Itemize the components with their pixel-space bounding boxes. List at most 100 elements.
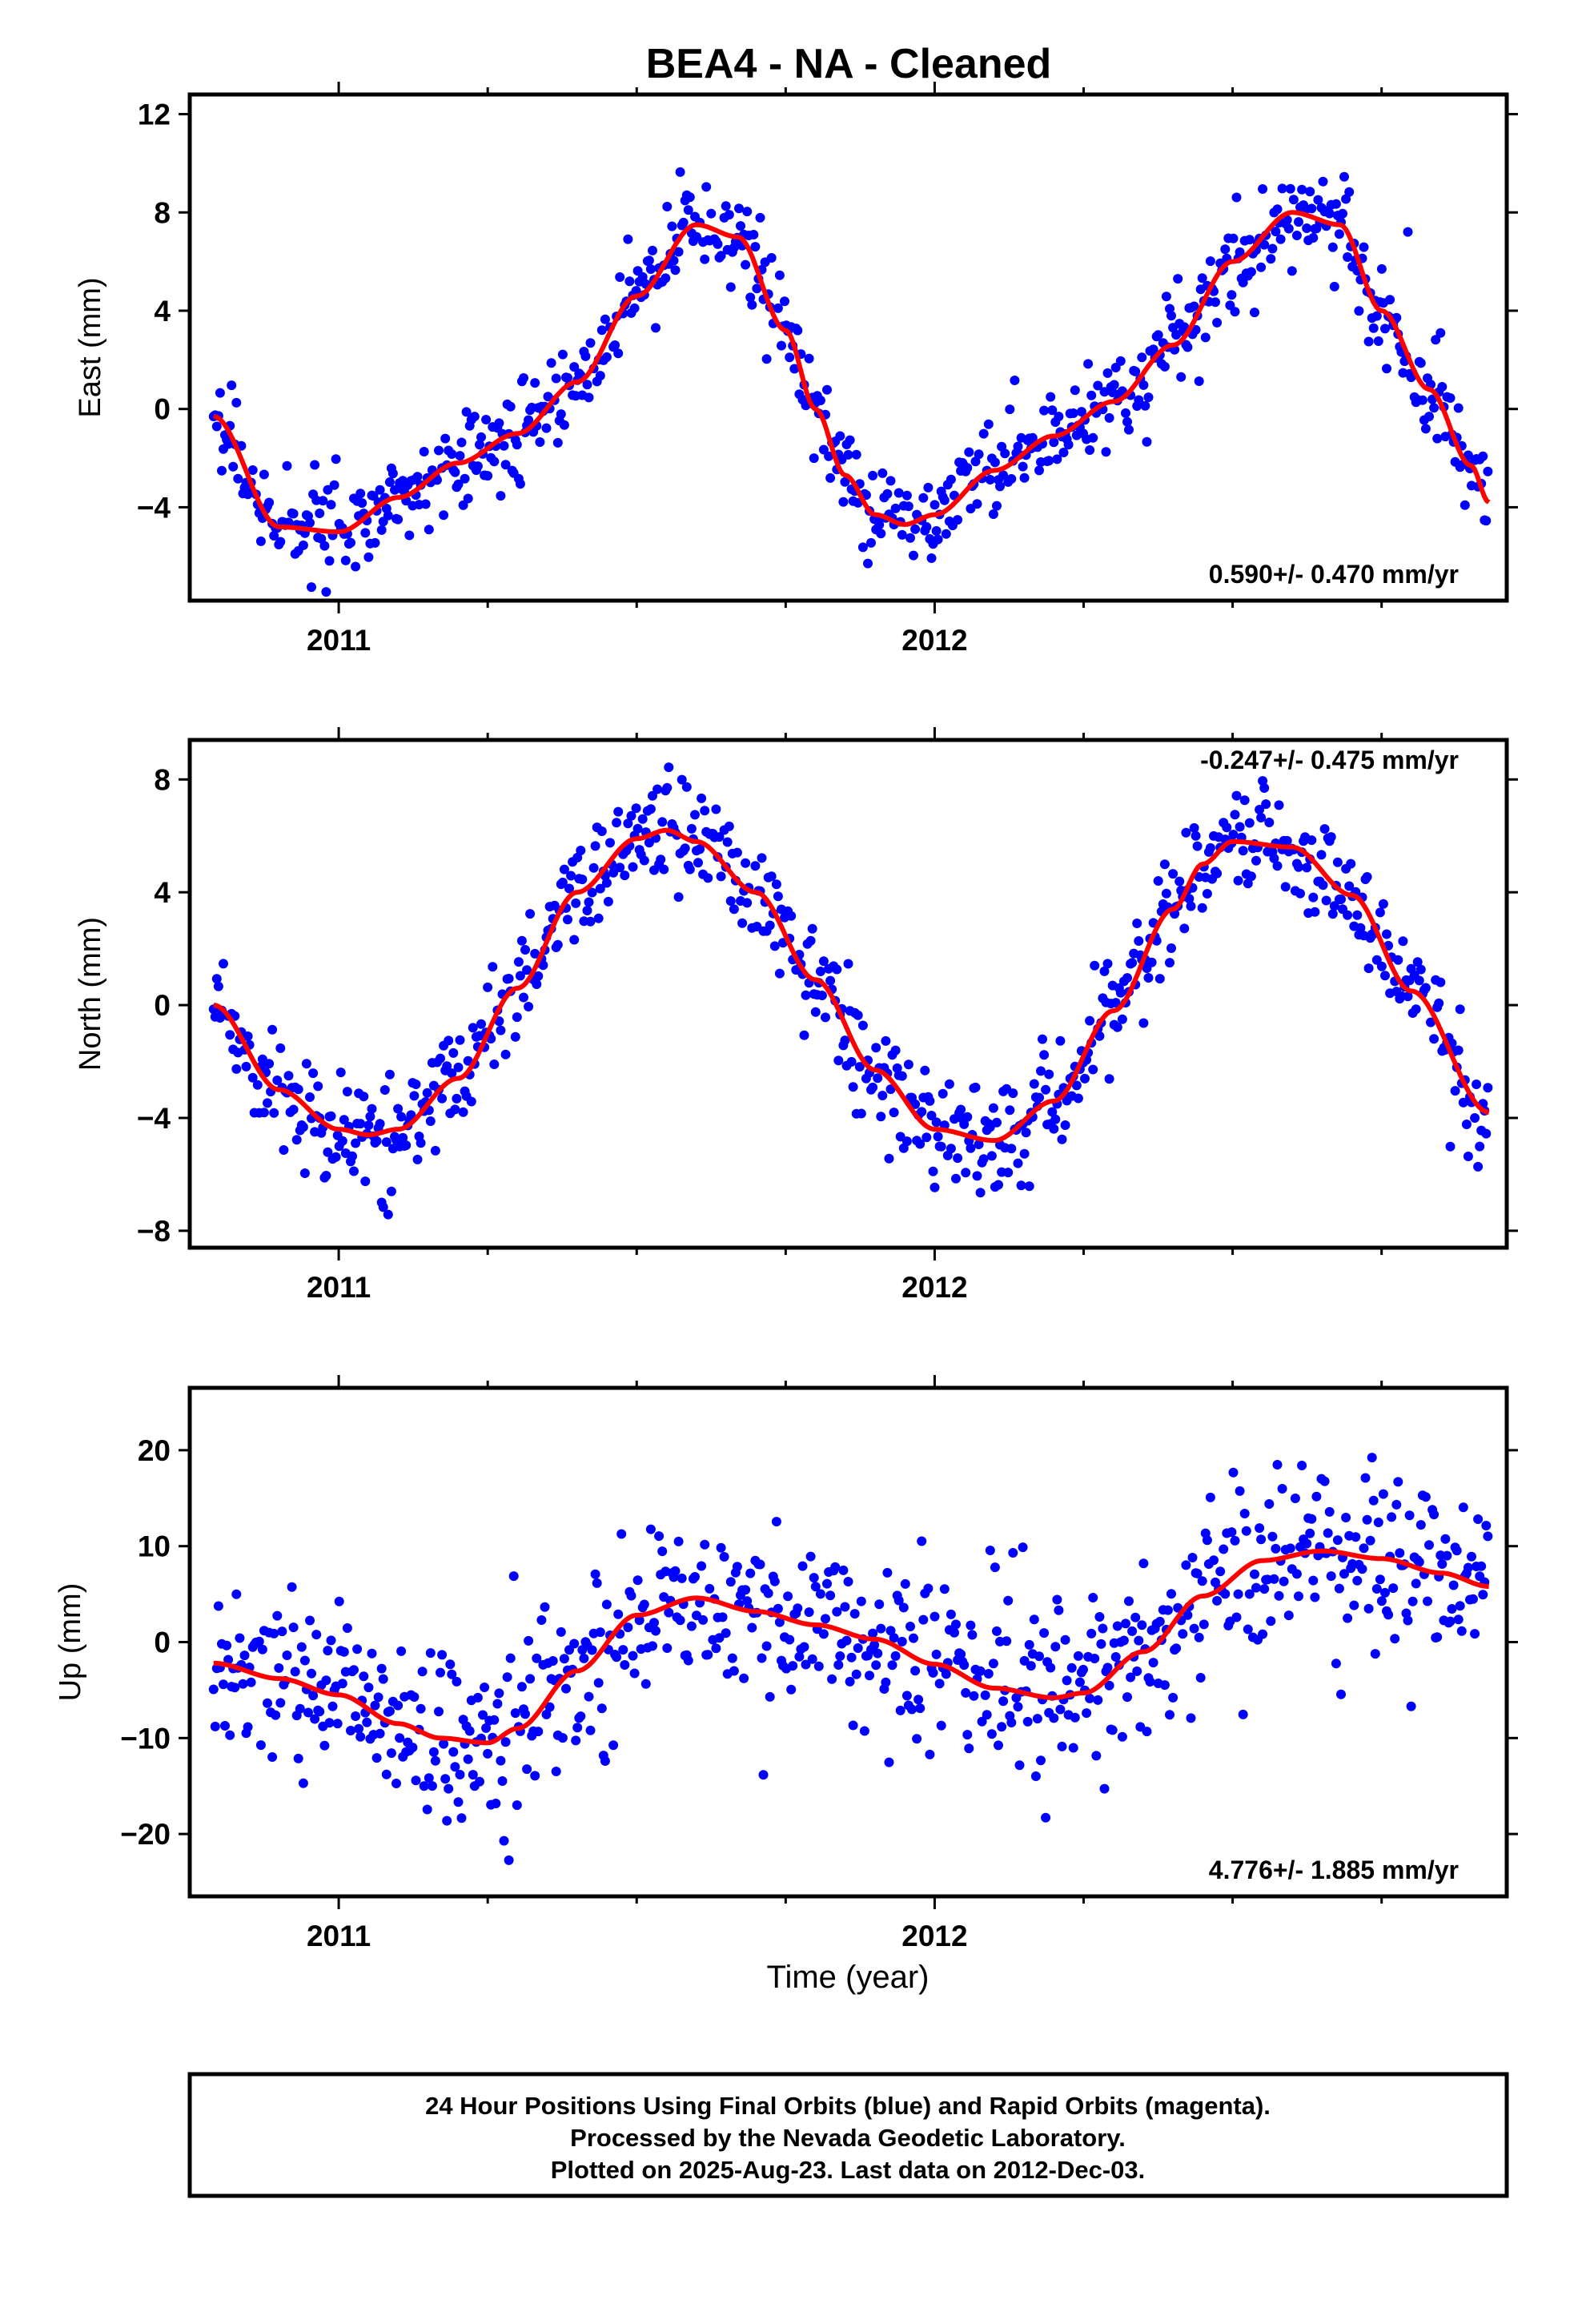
- data-point: [1143, 392, 1154, 403]
- data-point: [387, 468, 398, 479]
- data-point: [393, 1700, 404, 1711]
- data-point: [1255, 1523, 1265, 1534]
- data-point: [612, 1652, 622, 1663]
- data-point: [1429, 1034, 1439, 1044]
- data-point: [455, 451, 465, 461]
- data-point: [992, 1626, 1002, 1636]
- data-point: [632, 823, 643, 834]
- y-tick-label: 8: [154, 196, 171, 229]
- data-point: [717, 1612, 728, 1622]
- data-point: [439, 1739, 449, 1749]
- data-point: [825, 1590, 836, 1601]
- data-point: [275, 1698, 286, 1708]
- data-point: [807, 1654, 817, 1664]
- data-point: [763, 1588, 773, 1598]
- data-point: [1041, 1084, 1051, 1095]
- data-point: [1034, 1092, 1044, 1103]
- data-point: [453, 479, 464, 489]
- data-point: [774, 1617, 785, 1627]
- y-tick-label: 0: [154, 393, 171, 426]
- data-point: [1227, 1527, 1237, 1538]
- data-point: [683, 1655, 693, 1666]
- data-point: [1279, 1576, 1289, 1586]
- data-point: [962, 1112, 973, 1122]
- data-point: [326, 500, 336, 510]
- data-point: [608, 867, 619, 878]
- data-point: [1109, 380, 1119, 390]
- data-point: [868, 1628, 878, 1638]
- data-point: [1307, 203, 1317, 214]
- data-point: [876, 529, 886, 539]
- data-point: [472, 461, 483, 472]
- data-point: [371, 1753, 382, 1763]
- data-point: [1481, 1128, 1492, 1139]
- data-point: [430, 1755, 440, 1766]
- data-point: [1006, 1718, 1017, 1727]
- data-point: [1189, 1623, 1199, 1634]
- data-point: [833, 1660, 844, 1670]
- data-point: [1341, 1513, 1351, 1522]
- data-point: [1352, 1575, 1363, 1586]
- data-point: [1102, 368, 1113, 378]
- data-point: [512, 1800, 522, 1811]
- data-point: [1138, 1558, 1149, 1569]
- data-point: [505, 401, 516, 412]
- data-point: [1470, 1629, 1480, 1639]
- data-point: [840, 476, 850, 487]
- data-point: [840, 1602, 850, 1612]
- data-point: [447, 1068, 457, 1079]
- data-point: [375, 1119, 385, 1129]
- data-point: [223, 1655, 234, 1665]
- data-point: [909, 1633, 918, 1643]
- data-point: [1041, 1812, 1051, 1823]
- data-point: [1137, 1620, 1147, 1630]
- data-point: [1187, 1553, 1198, 1562]
- data-point: [515, 479, 525, 489]
- data-point: [876, 1112, 886, 1122]
- data-point: [972, 499, 982, 509]
- data-point: [988, 1103, 998, 1113]
- data-point: [1424, 1540, 1434, 1550]
- y-tick-label: −20: [120, 1818, 171, 1851]
- data-point: [1305, 187, 1315, 197]
- data-point: [282, 1651, 292, 1660]
- data-point: [1008, 1548, 1018, 1558]
- data-point: [934, 1679, 945, 1689]
- data-point: [1401, 1608, 1411, 1618]
- data-point: [227, 380, 237, 391]
- data-point: [520, 945, 530, 955]
- data-point: [1373, 336, 1383, 346]
- data-point: [287, 1582, 297, 1592]
- data-point: [714, 832, 725, 842]
- data-point: [452, 1093, 462, 1104]
- data-point: [577, 875, 588, 885]
- data-point: [639, 855, 649, 866]
- data-point: [1264, 818, 1275, 827]
- data-point: [324, 1718, 335, 1728]
- data-point: [448, 1047, 459, 1058]
- data-point: [966, 1143, 976, 1153]
- data-point: [395, 1733, 405, 1743]
- data-point: [1071, 1080, 1082, 1091]
- data-point: [985, 475, 995, 485]
- data-point: [1200, 332, 1211, 343]
- data-point: [215, 1013, 225, 1023]
- footer-line-3: Plotted on 2025-Aug-23. Last data on 201…: [551, 2156, 1146, 2184]
- data-point: [1168, 1692, 1178, 1703]
- data-point: [1134, 936, 1144, 946]
- data-point: [1302, 862, 1312, 873]
- data-point: [444, 1035, 454, 1046]
- data-point: [332, 1719, 343, 1729]
- data-point: [727, 1653, 737, 1663]
- data-point: [346, 537, 355, 548]
- data-point: [593, 1678, 604, 1688]
- data-point: [483, 982, 493, 992]
- data-point: [695, 844, 705, 854]
- y-tick-label: 10: [138, 1530, 171, 1563]
- data-point: [1013, 1158, 1023, 1168]
- data-point: [890, 1651, 901, 1661]
- data-point: [1154, 1616, 1165, 1626]
- data-point: [890, 1045, 901, 1055]
- data-point: [882, 1567, 893, 1578]
- data-point: [409, 1091, 420, 1101]
